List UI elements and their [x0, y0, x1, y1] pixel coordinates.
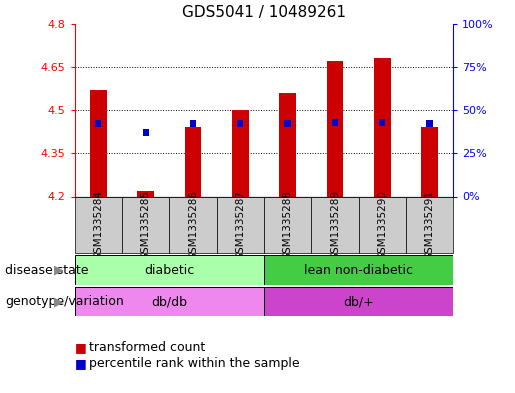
- Bar: [311, 196, 358, 253]
- Text: percentile rank within the sample: percentile rank within the sample: [89, 357, 300, 370]
- Text: GSM1335287: GSM1335287: [235, 190, 245, 260]
- Text: db/+: db/+: [343, 295, 374, 308]
- Bar: [185, 127, 201, 196]
- Text: genotype/variation: genotype/variation: [5, 295, 124, 308]
- Bar: [95, 120, 101, 127]
- Text: ■: ■: [75, 357, 87, 370]
- Bar: [75, 287, 264, 316]
- Bar: [138, 191, 154, 196]
- Bar: [284, 120, 291, 127]
- Bar: [143, 129, 149, 136]
- Bar: [75, 255, 264, 285]
- Text: transformed count: transformed count: [89, 341, 205, 354]
- Bar: [75, 196, 122, 253]
- Text: GSM1335285: GSM1335285: [141, 190, 151, 260]
- Text: ▶: ▶: [55, 295, 64, 308]
- Bar: [237, 120, 244, 127]
- Bar: [232, 110, 249, 196]
- Text: GSM1335288: GSM1335288: [283, 190, 293, 260]
- Bar: [421, 127, 438, 196]
- Bar: [332, 119, 338, 126]
- Bar: [264, 287, 453, 316]
- Bar: [426, 120, 433, 127]
- Bar: [358, 196, 406, 253]
- Bar: [169, 196, 217, 253]
- Bar: [190, 120, 196, 127]
- Text: diabetic: diabetic: [144, 264, 195, 277]
- Bar: [264, 196, 311, 253]
- Bar: [327, 61, 343, 196]
- Text: ■: ■: [75, 341, 87, 354]
- Text: GSM1335286: GSM1335286: [188, 190, 198, 260]
- Text: disease state: disease state: [5, 264, 89, 277]
- Bar: [90, 90, 107, 196]
- Text: GSM1335289: GSM1335289: [330, 190, 340, 260]
- Title: GDS5041 / 10489261: GDS5041 / 10489261: [182, 5, 346, 20]
- Text: db/db: db/db: [151, 295, 187, 308]
- Bar: [264, 255, 453, 285]
- Bar: [406, 196, 453, 253]
- Bar: [374, 58, 390, 196]
- Bar: [379, 119, 385, 126]
- Text: GSM1335291: GSM1335291: [424, 190, 435, 260]
- Bar: [279, 93, 296, 196]
- Text: GSM1335290: GSM1335290: [377, 190, 387, 260]
- Bar: [122, 196, 169, 253]
- Text: GSM1335284: GSM1335284: [93, 190, 104, 260]
- Text: ▶: ▶: [55, 264, 64, 277]
- Bar: [217, 196, 264, 253]
- Text: lean non-diabetic: lean non-diabetic: [304, 264, 413, 277]
